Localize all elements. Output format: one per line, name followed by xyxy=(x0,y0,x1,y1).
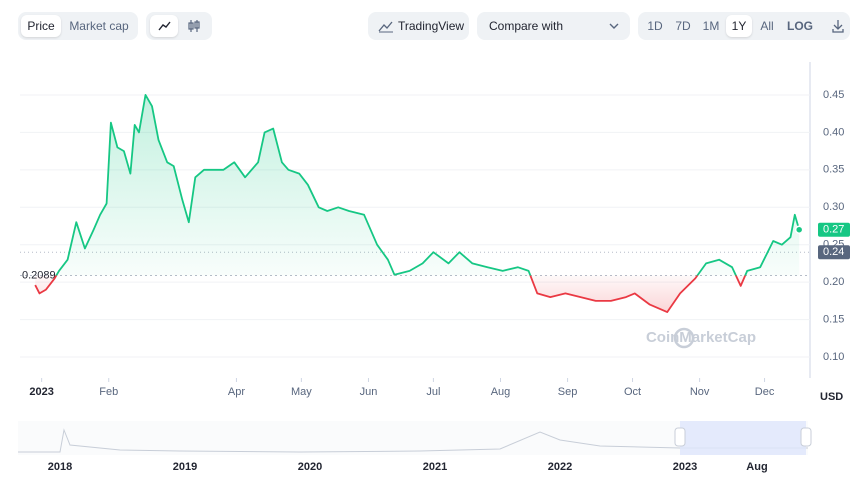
last-price-label: 0.27 xyxy=(823,224,844,236)
tradingview-button[interactable]: TradingView xyxy=(368,12,469,40)
navigator-label: 2020 xyxy=(298,461,322,473)
log-button[interactable]: LOG xyxy=(787,19,813,33)
download-icon[interactable] xyxy=(828,15,848,37)
navigator-label: 2019 xyxy=(173,461,197,473)
x-tick-label: Dec xyxy=(755,386,775,398)
y-tick-label: 0.40 xyxy=(823,126,844,138)
y-unit: USD xyxy=(820,391,843,403)
x-tick-label: Feb xyxy=(99,386,118,398)
navigator-handle[interactable] xyxy=(674,427,686,447)
tab-button[interactable]: Market cap xyxy=(69,19,129,33)
ref-price-label: 0.24 xyxy=(823,246,844,258)
compare-select[interactable]: Compare with xyxy=(477,12,630,40)
navigator-handle[interactable] xyxy=(800,427,812,447)
range-button[interactable]: 1M xyxy=(702,19,720,33)
range-button[interactable]: 7D xyxy=(675,19,691,33)
x-tick-label: Jul xyxy=(426,386,440,398)
y-tick-label: 0.45 xyxy=(823,89,844,101)
range-button[interactable]: 1D xyxy=(647,19,663,33)
y-tick-label: 0.15 xyxy=(823,313,844,325)
tv-icon xyxy=(378,21,393,33)
price-area xyxy=(35,94,800,313)
candle-icon xyxy=(188,20,200,32)
x-tick-label: May xyxy=(291,386,312,398)
chevron xyxy=(609,23,619,29)
last-point xyxy=(794,225,804,234)
x-tick-label: 2023 xyxy=(29,386,53,398)
navigator-label: Aug xyxy=(746,461,767,473)
candle-style-button[interactable] xyxy=(180,15,208,37)
navigator-window[interactable] xyxy=(680,421,806,455)
y-tick-label: 0.20 xyxy=(823,276,844,288)
y-tick-label: 0.35 xyxy=(823,164,844,176)
navigator-label: 2023 xyxy=(673,461,697,473)
x-tick-label: Jun xyxy=(360,386,378,398)
x-tick-label: Aug xyxy=(491,386,511,398)
tab-group: Price Market cap xyxy=(18,12,138,40)
line-style-button[interactable] xyxy=(150,15,178,37)
range-group: LOG 1D 7D 1M 1Y All xyxy=(638,12,850,40)
range-button[interactable]: All xyxy=(760,19,774,33)
x-tick-label: Sep xyxy=(558,386,578,398)
chart-style-group xyxy=(146,12,212,40)
navigator-line xyxy=(18,428,808,453)
compare-label: Compare with xyxy=(489,19,564,33)
navigator-label: 2022 xyxy=(548,461,572,473)
tab-button[interactable]: Price xyxy=(21,15,61,37)
price-line xyxy=(34,94,801,313)
last-price-tag xyxy=(818,222,850,237)
navigator-label: 2018 xyxy=(48,461,72,473)
range-button[interactable]: 1Y xyxy=(726,15,752,37)
y-tick-label: 0.30 xyxy=(823,201,844,213)
line-icon xyxy=(158,21,171,31)
ref-price-tag xyxy=(818,245,850,260)
x-tick-label: Apr xyxy=(228,386,245,398)
x-tick-label: Oct xyxy=(624,386,641,398)
x-tick-label: Nov xyxy=(690,386,710,398)
watermark-logo xyxy=(673,327,695,349)
watermark: CoinMarketCap xyxy=(646,329,756,346)
navigator-label: 2021 xyxy=(423,461,447,473)
tradingview-label: TradingView xyxy=(398,19,465,33)
y-tick-label: 0.10 xyxy=(823,351,844,363)
